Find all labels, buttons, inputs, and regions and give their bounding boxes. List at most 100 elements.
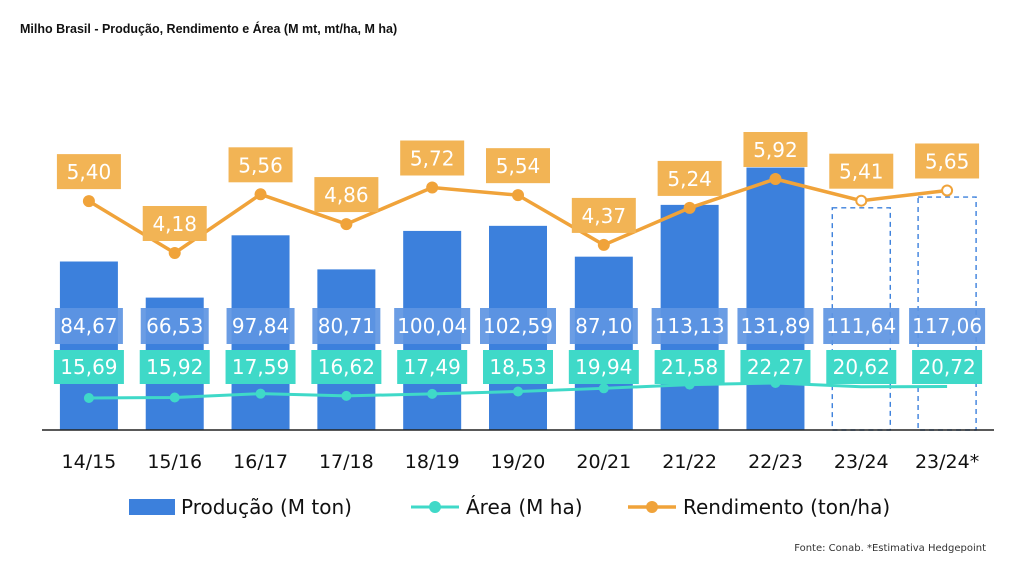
area-label-box [225, 350, 296, 384]
yield-label-box [486, 148, 550, 184]
production-bar [746, 167, 805, 431]
x-tick-label: 23/24* [915, 451, 979, 473]
yield-label-box [314, 177, 379, 213]
x-tick-label: 19/20 [491, 451, 546, 473]
area-value-label: 15,92 [146, 355, 203, 379]
yield-series: 5,40 4,18 5,56 4,86 5,72 5,54 4,37 5,24 5,92 5,41… [56, 132, 980, 259]
yield-point [82, 195, 95, 208]
x-tick-label: 18/19 [405, 451, 460, 473]
area-point [169, 392, 180, 403]
area-point [598, 383, 609, 394]
production-value-label: 87,10 [575, 314, 632, 338]
yield-point [254, 188, 267, 201]
production-label-box [737, 308, 814, 344]
area-value-label: 17,59 [232, 355, 289, 379]
production-label-box [909, 308, 986, 344]
production-value-label: 111,64 [826, 314, 896, 338]
production-label-box [312, 308, 381, 344]
legend-label-area: Área (M ha) [466, 495, 583, 519]
area-point [83, 393, 94, 403]
yield-value-label: 5,24 [667, 167, 712, 191]
legend-label-production: Produção (M ton) [181, 495, 352, 519]
x-tick-label: 16/17 [233, 451, 288, 473]
x-tick-label: 23/24 [834, 451, 889, 473]
area-value-label: 16,62 [318, 355, 375, 379]
x-tick-label: 20/21 [576, 451, 631, 473]
legend: Produção (M ton) Área (M ha) Rendimento (t… [129, 495, 890, 519]
yield-value-label: 4,37 [582, 204, 627, 228]
production-label-box [54, 308, 123, 344]
area-label-box [53, 350, 124, 384]
production-value-label: 113,13 [655, 314, 725, 338]
production-label-box [651, 308, 728, 344]
x-tick-label: 17/18 [319, 451, 374, 473]
area-value-label: 19,94 [575, 355, 632, 379]
area-value-label: 20,72 [918, 355, 975, 379]
legend-marker-yield [646, 501, 658, 513]
yield-point [597, 238, 610, 251]
production-label-box [226, 308, 295, 344]
production-label-box [569, 308, 638, 344]
area-label-box [397, 350, 468, 384]
area-value-label: 20,62 [833, 355, 890, 379]
x-axis-ticks: 14/15 15/16 16/17 17/18 18/19 19/20 20/21 21/22… [62, 451, 980, 473]
area-point [255, 388, 266, 399]
x-tick-label: 15/16 [147, 451, 202, 473]
production-value-label: 84,67 [60, 314, 117, 338]
chart-title: Milho Brasil - Produção, Rendimento e Ár… [20, 22, 398, 36]
production-value-label: 117,06 [912, 314, 982, 338]
yield-point [168, 247, 181, 259]
production-label-box [480, 308, 556, 344]
yield-value-label: 5,40 [67, 160, 112, 184]
area-point [513, 386, 523, 397]
area-value-label: 17,49 [404, 355, 461, 379]
area-label-box [139, 350, 210, 384]
production-label-box [823, 308, 900, 344]
yield-label-box [915, 143, 980, 179]
yield-point [340, 218, 353, 231]
yield-value-label: 5,41 [839, 160, 884, 184]
yield-point [426, 181, 439, 194]
legend-swatch-production [129, 499, 175, 515]
yield-label-box [400, 140, 465, 176]
yield-label-box [142, 206, 207, 241]
x-tick-label: 21/22 [662, 451, 717, 473]
yield-label-box [56, 154, 121, 190]
area-label-box [740, 350, 811, 384]
production-value-label: 66,53 [146, 314, 203, 338]
yield-label-box [571, 197, 636, 233]
yield-point [769, 173, 782, 185]
production-value-label: 100,04 [397, 314, 467, 338]
production-label-box [140, 308, 209, 344]
production-bar [317, 269, 376, 430]
yield-value-label: 4,86 [324, 183, 369, 207]
yield-label-box [743, 132, 808, 167]
production-value-label: 97,84 [232, 314, 289, 338]
area-value-label: 15,69 [60, 355, 117, 379]
yield-value-label: 5,65 [925, 149, 970, 173]
x-tick-label: 14/15 [62, 451, 117, 473]
yield-point-estimated [941, 184, 954, 197]
yield-label-box [228, 147, 293, 183]
area-label-box [654, 350, 725, 384]
legend-marker-area [429, 501, 441, 513]
yield-label-box [829, 153, 894, 189]
area-value-label: 21,58 [661, 355, 718, 379]
yield-label-box [657, 160, 722, 196]
area-label-box [483, 350, 553, 384]
area-label-box [912, 350, 983, 384]
area-value-label: 18,53 [489, 355, 546, 379]
yield-value-label: 5,56 [238, 153, 283, 177]
source-note: Fonte: Conab. *Estimativa Hedgepoint [794, 543, 986, 554]
production-value-label: 102,59 [483, 314, 553, 338]
area-value-label: 22,27 [747, 355, 804, 379]
area-series: 15,69 15,92 17,59 16,62 17,49 18,53 19,94 21,58… [53, 350, 983, 403]
yield-value-label: 4,18 [152, 212, 197, 236]
yield-value-label: 5,72 [410, 147, 455, 171]
area-label-box [826, 350, 897, 384]
production-value-label: 80,71 [318, 314, 375, 338]
area-label-box [568, 350, 639, 384]
production-label-box [394, 308, 471, 344]
yield-value-label: 5,54 [496, 154, 541, 178]
